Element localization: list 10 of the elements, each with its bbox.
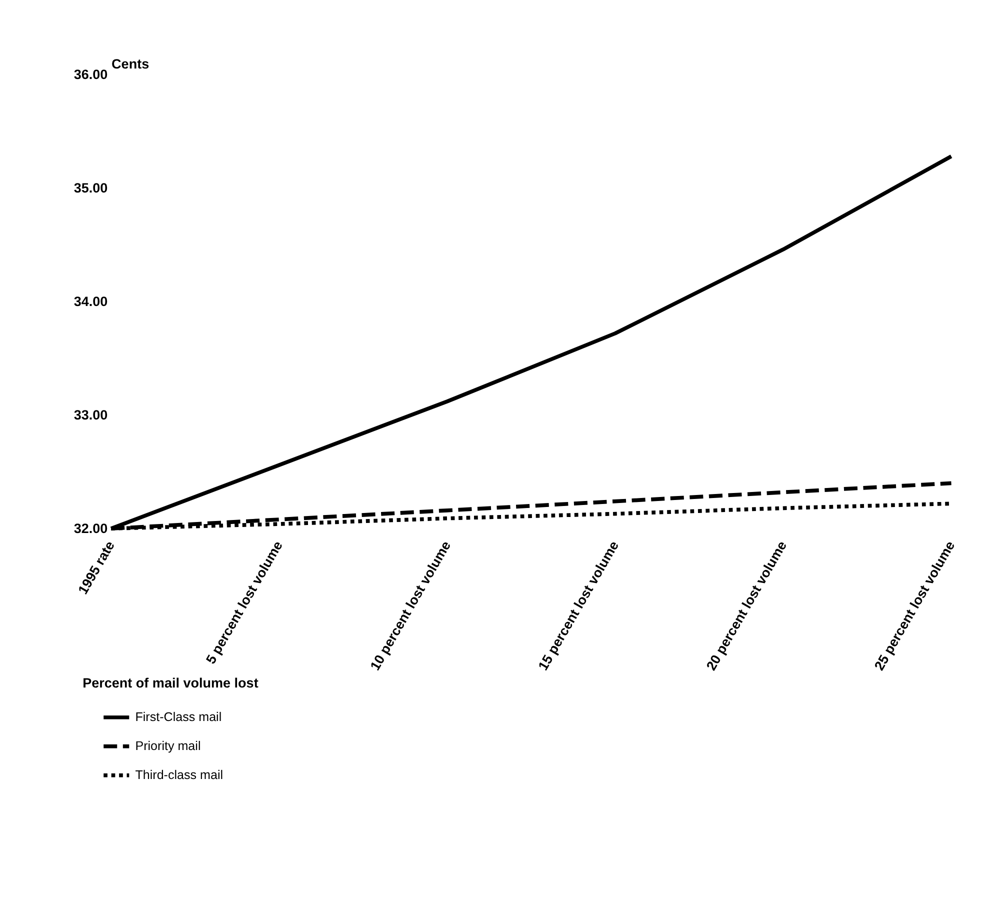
y-tick-label: 33.00 [74, 407, 108, 422]
legend-label: Third-class mail [135, 768, 224, 782]
y-axis-title: Cents [112, 56, 150, 72]
y-tick-label: 32.00 [74, 520, 108, 536]
legend-label: First-Class mail [135, 710, 222, 724]
y-tick-label: 36.00 [74, 67, 108, 82]
y-tick-label: 34.00 [74, 294, 108, 309]
legend-label: Priority mail [135, 739, 201, 754]
x-axis-title: Percent of mail volume lost [82, 675, 259, 690]
y-tick-label: 35.00 [74, 180, 108, 196]
